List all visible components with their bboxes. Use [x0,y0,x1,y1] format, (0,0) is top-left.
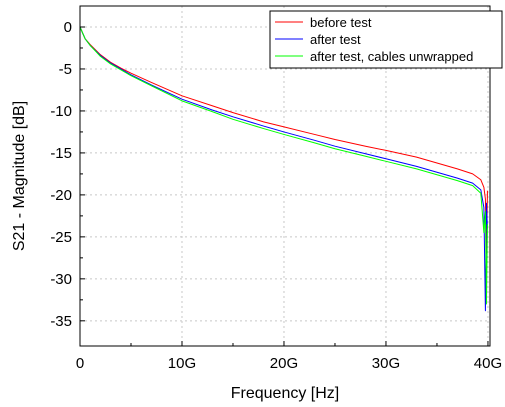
x-tick-label: 20G [270,355,298,372]
legend-label: after test, cables unwrapped [310,49,473,64]
legend: before test after test after test, cables … [269,10,503,69]
y-tick-label: -25 [50,229,72,246]
y-tick-label: -5 [59,61,72,78]
x-tick-label: 10G [168,355,196,372]
legend-box [269,10,503,69]
legend-label: before test [310,15,372,30]
y-tick-label: -30 [50,271,72,288]
series-line-2 [80,26,488,312]
y-tick-label: -20 [50,187,72,204]
x-tick-label: 0 [76,355,84,372]
x-tick-label: 30G [372,355,400,372]
y-tick-label: -35 [50,313,72,330]
plot-frame [79,5,491,347]
series-lines [80,26,488,312]
series-line-1 [80,26,488,255]
y-tick-label: -15 [50,145,72,162]
legend-item: after test [275,32,361,47]
legend-item: before test [275,15,372,30]
x-axis-ticks: 0 10G 20G 30G 40G [76,341,502,372]
legend-item: after test, cables unwrapped [275,49,473,64]
y-axis-title: S21 - Magnitude [dB] [11,101,28,251]
y-tick-label: 0 [64,19,72,36]
y-tick-label: -10 [50,103,72,120]
x-tick-label: 40G [474,355,502,372]
y-axis-ticks: 0 -5 -10 -15 -20 -25 -30 -35 [50,19,85,330]
x-axis-title: Frequency [Hz] [231,385,339,402]
legend-label: after test [310,32,361,47]
series-line-3 [80,26,488,305]
